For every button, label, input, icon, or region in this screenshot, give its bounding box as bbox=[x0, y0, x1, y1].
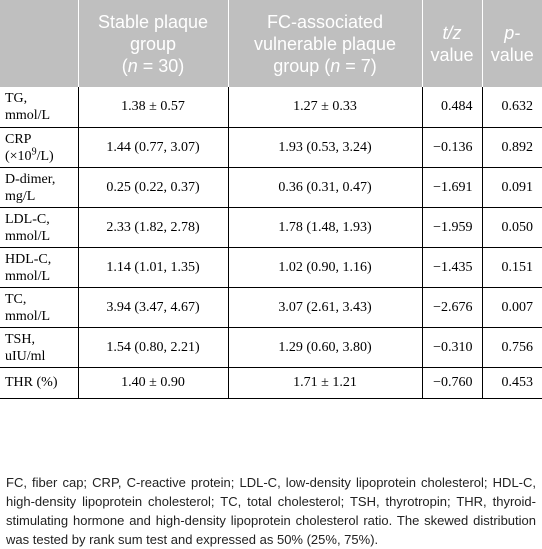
header-p-value: p- value bbox=[481, 0, 542, 87]
table-row: D-dimer, mg/L 0.25 (0.22, 0.37) 0.36 (0.3… bbox=[0, 167, 542, 208]
stable-value: 1.40 ± 0.90 bbox=[77, 367, 228, 399]
header-stable-group: Stable plaque group (n = 30) bbox=[77, 0, 228, 87]
fc-value: 0.36 (0.31, 0.47) bbox=[227, 167, 422, 208]
row-label: TC, mmol/L bbox=[0, 287, 78, 328]
tz-value: −1.691 bbox=[421, 167, 482, 208]
tz-value: −1.959 bbox=[421, 207, 482, 248]
table-row: TC, mmol/L 3.94 (3.47, 4.67) 3.07 (2.61, … bbox=[0, 287, 542, 328]
stable-value: 1.14 (1.01, 1.35) bbox=[77, 247, 228, 288]
fc-value: 1.71 ± 1.21 bbox=[227, 367, 422, 399]
table-row: CRP (×109/L) 1.44 (0.77, 3.07) 1.93 (0.53… bbox=[0, 127, 542, 168]
p-value: 0.892 bbox=[481, 127, 542, 168]
stable-value: 1.44 (0.77, 3.07) bbox=[77, 127, 228, 168]
p-value: 0.632 bbox=[481, 87, 542, 128]
p-value: 0.151 bbox=[481, 247, 542, 288]
data-table: Stable plaque group (n = 30) FC-associat… bbox=[0, 0, 542, 399]
row-label: HDL-C, mmol/L bbox=[0, 247, 78, 288]
tz-value: −0.310 bbox=[421, 327, 482, 368]
tz-value: −0.760 bbox=[421, 367, 482, 399]
stable-value: 1.54 (0.80, 2.21) bbox=[77, 327, 228, 368]
fc-value: 3.07 (2.61, 3.43) bbox=[227, 287, 422, 328]
tz-value: 0.484 bbox=[421, 87, 482, 128]
stable-value: 1.38 ± 0.57 bbox=[77, 87, 228, 128]
fc-value: 1.78 (1.48, 1.93) bbox=[227, 207, 422, 248]
p-value: 0.007 bbox=[481, 287, 542, 328]
row-label: TSH, uIU/ml bbox=[0, 327, 78, 368]
table-row: HDL-C, mmol/L 1.14 (1.01, 1.35) 1.02 (0.9… bbox=[0, 247, 542, 288]
p-value: 0.453 bbox=[481, 367, 542, 399]
fc-value: 1.29 (0.60, 3.80) bbox=[227, 327, 422, 368]
row-label: LDL-C, mmol/L bbox=[0, 207, 78, 248]
table-row: TG, mmol/L 1.38 ± 0.57 1.27 ± 0.33 0.484 … bbox=[0, 87, 542, 128]
fc-value: 1.27 ± 0.33 bbox=[227, 87, 422, 128]
table-row: THR (%) 1.40 ± 0.90 1.71 ± 1.21 −0.760 0… bbox=[0, 367, 542, 399]
table-footnote: FC, fiber cap; CRP, C-reactive protein; … bbox=[6, 475, 536, 547]
header-row: Stable plaque group (n = 30) FC-associat… bbox=[0, 0, 542, 87]
header-tz-value: t/z value bbox=[421, 0, 482, 87]
p-value: 0.050 bbox=[481, 207, 542, 248]
stable-value: 0.25 (0.22, 0.37) bbox=[77, 167, 228, 208]
row-label: THR (%) bbox=[0, 367, 78, 399]
p-value: 0.756 bbox=[481, 327, 542, 368]
table-row: TSH, uIU/ml 1.54 (0.80, 2.21) 1.29 (0.60,… bbox=[0, 327, 542, 368]
fc-value: 1.02 (0.90, 1.16) bbox=[227, 247, 422, 288]
header-fc-group: FC-associated vulnerable plaque group (n… bbox=[227, 0, 422, 87]
table-row: LDL-C, mmol/L 2.33 (1.82, 2.78) 1.78 (1.4… bbox=[0, 207, 542, 248]
row-label: CRP (×109/L) bbox=[0, 127, 78, 168]
tz-value: −1.435 bbox=[421, 247, 482, 288]
fc-value: 1.93 (0.53, 3.24) bbox=[227, 127, 422, 168]
stable-value: 3.94 (3.47, 4.67) bbox=[77, 287, 228, 328]
p-value: 0.091 bbox=[481, 167, 542, 208]
tz-value: −0.136 bbox=[421, 127, 482, 168]
row-label: D-dimer, mg/L bbox=[0, 167, 78, 208]
stable-value: 2.33 (1.82, 2.78) bbox=[77, 207, 228, 248]
tz-value: −2.676 bbox=[421, 287, 482, 328]
header-blank bbox=[0, 0, 78, 87]
row-label: TG, mmol/L bbox=[0, 87, 78, 128]
